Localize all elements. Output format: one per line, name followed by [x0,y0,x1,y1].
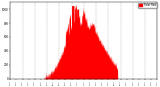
Legend: Solar Rad.: Solar Rad. [138,3,157,8]
